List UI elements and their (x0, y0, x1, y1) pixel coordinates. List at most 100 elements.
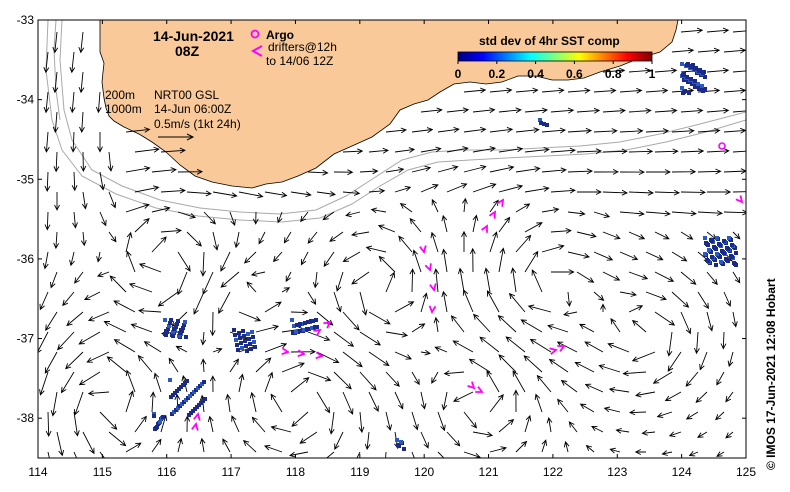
sst-stddev-cell (705, 258, 709, 262)
current-vector (212, 231, 219, 251)
current-vector (680, 189, 707, 196)
current-vector (283, 231, 292, 244)
current-vector (602, 271, 621, 281)
sst-stddev-cell (725, 246, 729, 250)
current-vector (81, 191, 88, 210)
current-vector (238, 373, 245, 393)
current-vector (220, 251, 231, 272)
drifter-chevron (735, 195, 744, 204)
current-vector (433, 316, 440, 333)
current-vector (631, 319, 647, 333)
current-vector (472, 431, 494, 438)
current-vector (680, 107, 704, 114)
current-vector (398, 235, 413, 253)
current-vector (322, 211, 335, 221)
sst-stddev-cell (720, 249, 724, 253)
lon-tick-label: 122 (543, 465, 563, 479)
current-vector (57, 331, 75, 351)
lat-axis: -33 -34 -35 -36 -37 -38 (17, 13, 746, 425)
current-vector (515, 234, 532, 253)
current-vector (168, 357, 179, 373)
current-vector (177, 271, 188, 296)
sst-stddev-cell (702, 70, 706, 74)
colorbar-tick-label: 0.8 (605, 67, 622, 81)
sst-stddev-cell (396, 443, 400, 447)
current-vector (368, 391, 379, 413)
current-vector (430, 231, 439, 253)
current-vector (463, 164, 487, 173)
current-vector (212, 191, 238, 199)
current-vector (45, 311, 58, 331)
current-vector (200, 358, 207, 373)
current-vector (151, 167, 177, 173)
current-vector (138, 307, 162, 314)
sst-stddev-cell (717, 242, 721, 246)
current-vector (53, 151, 60, 173)
current-vector (472, 214, 479, 233)
current-vector (628, 148, 654, 155)
sst-stddev-cell (202, 380, 206, 384)
current-vector (229, 211, 236, 227)
current-vector (264, 301, 282, 313)
current-vector (619, 291, 637, 297)
current-vector (468, 358, 491, 373)
sst-stddev-cell (686, 62, 690, 66)
sst-stddev-cell (710, 255, 714, 259)
current-vector (128, 282, 153, 293)
current-vector (73, 411, 80, 437)
current-vector (524, 107, 549, 114)
current-vector (143, 341, 162, 353)
sst-stddev-cell (241, 329, 245, 333)
lon-tick-label: 114 (28, 465, 47, 479)
current-vector (107, 151, 114, 172)
current-vector (443, 370, 465, 377)
current-vector (52, 71, 59, 94)
sst-stddev-cell (161, 415, 165, 419)
current-vector (385, 451, 387, 458)
current-vector (160, 147, 186, 154)
current-vector (473, 313, 491, 333)
current-vector (602, 231, 621, 240)
sst-stddev-cell (250, 330, 254, 334)
current-vector (512, 389, 519, 413)
sst-stddev-cell (714, 263, 718, 267)
current-vector (73, 391, 84, 416)
sst-stddev-cell (682, 72, 686, 76)
current-vector (441, 290, 448, 313)
current-vector (524, 222, 543, 233)
current-vector (723, 168, 746, 175)
plot-frame (37, 19, 747, 459)
current-vector (697, 291, 709, 310)
current-vector (307, 169, 329, 176)
current-vector (82, 431, 95, 455)
current-vector (602, 67, 626, 74)
current-vector (285, 271, 292, 283)
drifter-chevron (467, 381, 476, 390)
current-vector (529, 338, 552, 353)
current-vector (680, 231, 694, 240)
current-vector (385, 167, 405, 173)
current-vector (685, 371, 699, 387)
current-vector (646, 169, 672, 175)
current-vector (619, 169, 646, 176)
current-vector (446, 146, 469, 153)
current-vector (697, 210, 724, 216)
current-vector (463, 87, 487, 94)
current-vector (74, 271, 84, 284)
current-vector (151, 236, 167, 253)
current-vector (207, 415, 214, 433)
sst-stddev-cell (233, 333, 237, 337)
sst-stddev-cell (236, 348, 240, 352)
current-vector (598, 364, 621, 373)
current-vector (608, 386, 630, 393)
current-vector (45, 411, 52, 438)
current-vector (715, 411, 725, 421)
current-vector (602, 107, 627, 114)
sst-stddev-cell (184, 335, 188, 339)
current-vector (716, 451, 725, 457)
sst-stddev-cell (249, 347, 253, 351)
current-vector (368, 311, 391, 325)
current-vector (78, 371, 101, 386)
drifter-chevron (193, 412, 201, 421)
current-vector (668, 431, 682, 438)
